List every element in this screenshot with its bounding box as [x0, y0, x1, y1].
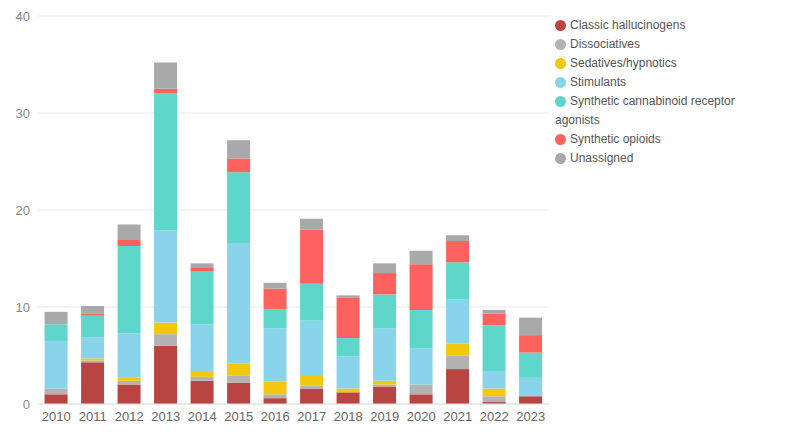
svg-text:20: 20: [16, 203, 30, 218]
html-text:Dissociatives: Dissociatives: [570, 37, 640, 51]
svg-text:2018: 2018: [334, 409, 363, 424]
svg-text:2020: 2020: [407, 409, 436, 424]
svg-text:2022: 2022: [480, 409, 509, 424]
svg-text:30: 30: [16, 106, 30, 121]
svg-text:0: 0: [23, 397, 30, 412]
html-text:Unassigned: Unassigned: [570, 151, 634, 165]
html-text:Synthetic opioids: Synthetic opioids: [570, 132, 661, 146]
svg-text:2019: 2019: [370, 409, 399, 424]
svg-text:2011: 2011: [79, 409, 107, 424]
html-text:Classic hallucinogens: Classic hallucinogens: [570, 18, 686, 32]
html-text:Sedatives/hypnotics: Sedatives/hypnotics: [570, 56, 677, 70]
svg-text:2014: 2014: [188, 409, 217, 424]
html-text:Stimulants: Stimulants: [570, 75, 626, 89]
svg-text:2012: 2012: [115, 409, 144, 424]
svg-text:2013: 2013: [151, 409, 180, 424]
html-text:Synthetic cannabinoid receptor: Synthetic cannabinoid receptor agonists: [555, 94, 735, 127]
svg-text:40: 40: [16, 9, 30, 24]
svg-text:2010: 2010: [42, 409, 71, 424]
svg-text:2017: 2017: [297, 409, 326, 424]
svg-text:2023: 2023: [516, 409, 545, 424]
svg-text:2021: 2021: [443, 409, 472, 424]
svg-text:2016: 2016: [261, 409, 290, 424]
svg-text:2015: 2015: [224, 409, 253, 424]
svg-text:10: 10: [16, 300, 30, 315]
